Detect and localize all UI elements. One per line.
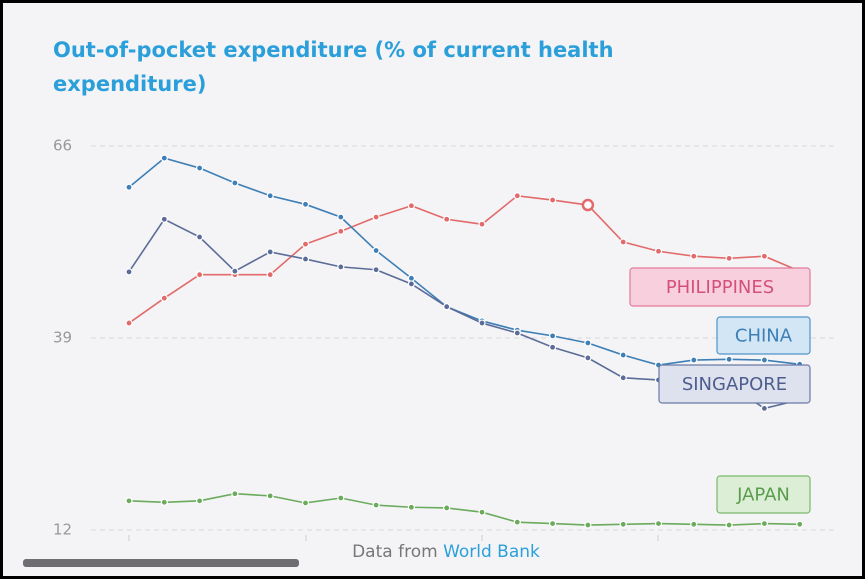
point — [407, 202, 415, 210]
legend-box — [629, 267, 811, 307]
point — [231, 267, 239, 275]
point — [760, 404, 769, 412]
legend-label: JAPAN — [736, 485, 790, 506]
point — [478, 319, 486, 327]
point — [690, 252, 698, 260]
point — [125, 319, 133, 327]
source-link[interactable]: World Bank — [443, 542, 540, 562]
point — [266, 492, 274, 500]
point — [160, 215, 168, 223]
point — [725, 521, 733, 529]
point — [548, 196, 557, 204]
point — [690, 520, 698, 528]
legend-box — [716, 316, 811, 355]
chart: Out-of-pocket expenditure (% of current … — [23, 38, 838, 567]
point — [796, 520, 804, 528]
point — [196, 271, 204, 279]
point — [301, 499, 310, 507]
series — [125, 154, 804, 369]
point — [443, 303, 451, 311]
point — [372, 246, 380, 255]
point — [337, 213, 345, 221]
point — [584, 339, 592, 347]
point — [584, 354, 592, 362]
point — [301, 240, 310, 248]
point — [654, 247, 663, 255]
point — [196, 497, 204, 505]
y-tick-label: 66 — [53, 137, 72, 155]
point — [266, 271, 274, 279]
point — [407, 280, 415, 288]
point — [513, 192, 521, 200]
footer: Data from World Bank — [352, 542, 540, 562]
point — [513, 329, 521, 337]
point — [407, 503, 415, 511]
point — [548, 519, 557, 528]
point — [301, 255, 310, 263]
point — [725, 254, 733, 262]
point — [619, 238, 627, 246]
point — [337, 494, 345, 502]
point — [619, 351, 627, 359]
point — [654, 519, 663, 528]
point — [443, 215, 451, 223]
y-tick-label: 12 — [53, 521, 72, 539]
point — [231, 490, 239, 498]
point — [760, 356, 769, 364]
series — [125, 192, 804, 327]
point — [478, 220, 486, 228]
x-axis-ticks — [128, 535, 659, 541]
point — [125, 268, 133, 276]
series-line — [128, 492, 800, 526]
point — [513, 518, 521, 526]
point — [160, 498, 168, 506]
point — [372, 213, 380, 221]
hover-point — [581, 198, 595, 212]
legend-label: SINGAPORE — [682, 374, 787, 395]
legend-box — [658, 364, 811, 404]
point — [619, 520, 627, 528]
point — [443, 504, 451, 512]
point — [725, 355, 733, 363]
point — [125, 497, 133, 505]
series — [125, 490, 804, 529]
point — [619, 374, 627, 382]
point — [196, 233, 204, 241]
point — [478, 508, 486, 516]
point — [548, 332, 557, 340]
point — [301, 200, 310, 208]
point — [160, 154, 168, 162]
point — [372, 266, 380, 274]
point — [372, 501, 380, 509]
chart-title: expenditure) — [53, 72, 206, 96]
legend-label: CHINA — [735, 326, 793, 347]
point — [337, 227, 345, 235]
point — [760, 252, 769, 260]
chart-title: Out-of-pocket expenditure (% of current … — [53, 38, 614, 62]
point — [231, 179, 239, 187]
legend-box — [716, 475, 811, 514]
point — [760, 519, 769, 528]
legend-label: PHILIPPINES — [666, 277, 774, 298]
point — [160, 294, 168, 302]
series-line — [128, 194, 801, 324]
point — [584, 521, 592, 529]
point — [266, 248, 274, 256]
point — [337, 263, 345, 271]
point — [548, 343, 557, 351]
point — [266, 192, 274, 200]
y-tick-label: 39 — [53, 329, 72, 347]
series-line — [128, 157, 800, 366]
point — [196, 164, 204, 172]
scrollbar[interactable] — [23, 559, 299, 567]
footer-text: Data from — [352, 542, 438, 562]
point — [690, 356, 698, 364]
point — [125, 183, 133, 191]
